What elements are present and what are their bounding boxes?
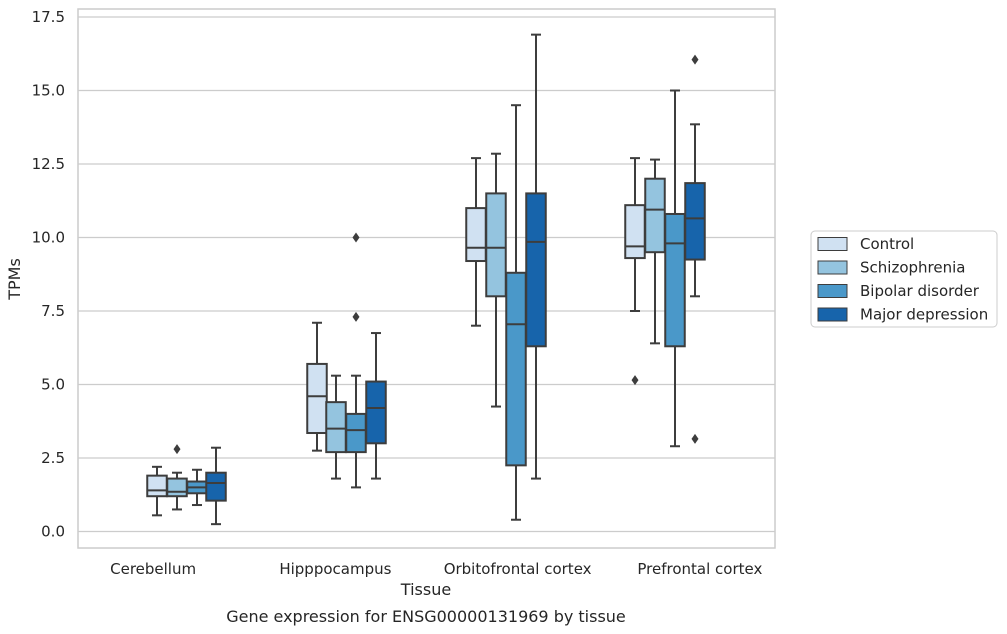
box [325,374,347,480]
y-tick-label: 17.5 [32,8,65,26]
legend-entry: Bipolar disorder [817,282,980,300]
gridlines [78,16,775,533]
box [525,33,547,480]
legend-swatch [817,307,848,322]
x-tick-label: Prefrontal cortex [637,560,762,578]
y-tick-label: 0.0 [41,523,65,541]
legend-label: Bipolar disorder [860,282,980,300]
box-iqr [624,204,646,260]
box-iqr [485,192,507,298]
chart-caption: Gene expression for ENSG00000131969 by t… [226,607,626,626]
plot-frame [77,8,776,549]
legend-swatch [817,237,848,251]
box-series-layer [146,33,706,526]
x-axis-label: Tissue [400,580,451,599]
legend-entry: Major depression [817,306,988,324]
box-iqr [664,212,686,348]
x-tick-label: Orbitofrontal cortex [444,560,592,578]
series-major-depression [205,33,706,526]
box-iqr [205,471,227,502]
box [684,54,706,444]
series-control [146,157,646,517]
outlier-point [352,232,360,243]
box [306,321,328,452]
legend-entry: Schizophrenia [817,259,965,277]
y-tick-label: 2.5 [41,449,65,467]
box-iqr [306,362,328,435]
box [465,157,487,327]
y-tick-label: 12.5 [32,155,65,173]
outlier-point [173,444,181,455]
box-iqr [525,192,547,348]
y-tick-label: 15.0 [32,82,65,100]
box-iqr [345,412,367,454]
x-tick-labels: Cerebellum Hipppocampus Orbitofrontal cort… [110,560,762,578]
y-tick-label: 7.5 [41,302,65,320]
box [205,446,227,526]
box [146,465,168,517]
series-schizophrenia [166,152,666,511]
outlier-point [631,375,639,386]
box-iqr [325,401,347,454]
box [345,232,367,489]
box [166,444,188,511]
y-tick-label: 5.0 [41,376,65,394]
box [644,158,666,345]
legend-swatch [817,260,848,275]
box [186,468,208,507]
box-iqr [365,380,387,445]
box-iqr [146,474,168,498]
y-tick-label: 10.0 [32,229,65,247]
box-iqr [166,477,188,498]
box [664,89,686,448]
outlier-point [691,433,699,444]
outlier-point [691,54,699,65]
box-iqr [644,177,666,254]
legend-swatch [817,284,848,298]
box [365,332,387,480]
legend-entry: Control [817,235,914,253]
box-iqr [684,182,706,261]
y-tick-labels: 0.0 2.5 5.0 7.5 10.0 12.5 15.0 17.5 [32,8,65,541]
x-tick-label: Hipppocampus [279,560,391,578]
box-iqr [465,207,487,263]
series-bipolar-disorder [186,89,686,521]
box [505,104,527,521]
y-axis-label: TPMs [5,258,24,301]
legend-label: Control [860,235,914,253]
box-iqr [505,271,527,467]
outlier-point [352,311,360,322]
x-tick-label: Cerebellum [110,560,196,578]
box [624,157,646,386]
legend: Control Schizophrenia Bipolar disorder Majo… [810,230,998,328]
legend-label: Major depression [860,306,988,324]
legend-label: Schizophrenia [860,259,965,277]
box [485,152,507,408]
